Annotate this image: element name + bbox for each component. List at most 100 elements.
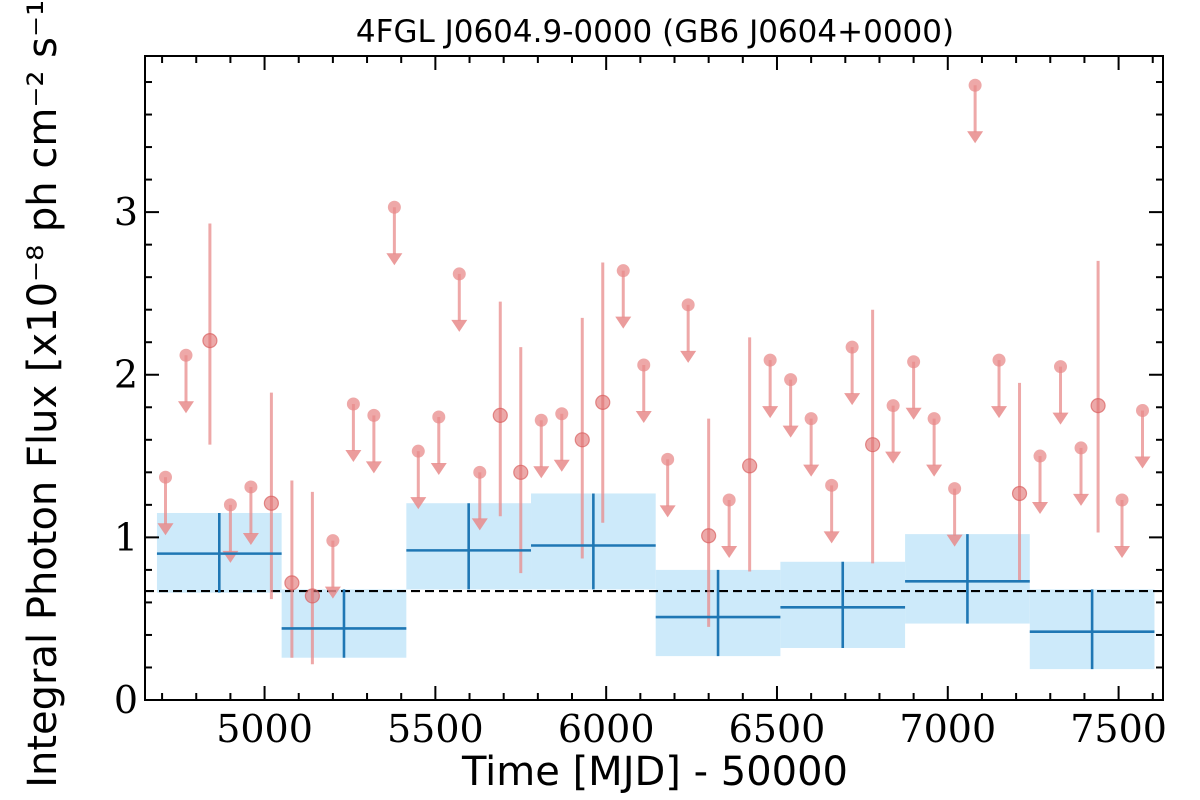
yearly-bin [655, 569, 781, 657]
yearly-bin [406, 503, 532, 590]
upper-limit-point [452, 267, 466, 281]
x-tick-label: 5500 [387, 707, 484, 751]
upper-limit-point [1054, 360, 1068, 374]
x-tick-label: 5000 [216, 707, 313, 751]
upper-limit-point [1136, 404, 1150, 418]
monthly-upper-limit [345, 397, 362, 463]
monthly-upper-limit [659, 452, 676, 518]
upper-limit-arrow [386, 253, 403, 266]
monthly-upper-limit [533, 413, 550, 479]
upper-limit-point [1033, 449, 1047, 463]
upper-limit-arrow [991, 406, 1008, 419]
monthly-upper-limit [991, 353, 1008, 419]
upper-limit-point [411, 444, 425, 458]
monthly-upper-limit [844, 340, 861, 406]
monthly-upper-limit [967, 78, 984, 144]
monthly-upper-limit [324, 534, 341, 599]
monthly-upper-limit [1032, 449, 1049, 515]
monthly-point [1090, 398, 1106, 414]
upper-limit-arrow [157, 523, 174, 536]
monthly-upper-limit [905, 355, 922, 420]
monthly-point [1011, 485, 1028, 502]
monthly-upper-limit [946, 482, 963, 547]
monthly-upper-limit [410, 444, 427, 510]
monthly-point [742, 458, 758, 474]
upper-limit-point [179, 348, 193, 362]
upper-limit-point [968, 78, 982, 92]
upper-limit-arrow [905, 407, 922, 420]
monthly-detection [574, 317, 590, 559]
monthly-upper-limit [823, 478, 840, 544]
upper-limit-point [555, 407, 569, 421]
monthly-point [263, 495, 279, 511]
monthly-detection [513, 347, 529, 574]
upper-limit-arrow [1052, 412, 1069, 425]
monthly-detection [865, 309, 881, 564]
upper-limit-arrow [885, 451, 902, 464]
yearly-bin [1029, 589, 1155, 670]
monthly-detection [1011, 382, 1028, 582]
upper-limit-arrow [324, 586, 341, 599]
monthly-upper-limit [885, 399, 902, 464]
monthly-detection [202, 223, 218, 445]
upper-limit-arrow [1073, 493, 1090, 506]
monthly-detection [1090, 260, 1106, 533]
monthly-detection [742, 337, 758, 572]
upper-limit-point [681, 298, 695, 312]
upper-limit-point [886, 399, 900, 413]
upper-limit-arrow [553, 459, 570, 472]
upper-limit-point [845, 340, 859, 354]
monthly-upper-limit [926, 412, 943, 477]
monthly-point [595, 394, 611, 410]
y-tick-label: 2 [114, 353, 138, 397]
monthly-upper-limit [1052, 360, 1069, 425]
upper-limit-point [387, 200, 401, 214]
monthly-detection [492, 301, 508, 517]
monthly-upper-limit [430, 410, 447, 476]
upper-limit-point [1074, 441, 1088, 455]
upper-limit-arrow [1032, 502, 1049, 515]
monthly-upper-limit [615, 264, 632, 329]
upper-limit-point [223, 498, 237, 512]
x-axis-label: Time [MJD] - 50000 [461, 749, 848, 795]
monthly-point [701, 528, 717, 544]
upper-limit-point [432, 410, 446, 424]
yearly-bin [780, 561, 906, 648]
monthly-upper-limit [157, 470, 174, 536]
monthly-upper-limit [635, 358, 652, 423]
yearly-bin [531, 493, 656, 590]
upper-limit-point [367, 408, 381, 422]
upper-limit-point [616, 264, 630, 278]
monthly-upper-limit [721, 493, 738, 558]
yearly-bin [281, 589, 407, 658]
upper-limit-arrow [365, 461, 382, 474]
monthly-upper-limit [242, 480, 259, 545]
upper-limit-arrow [430, 463, 447, 476]
monthly-point [202, 332, 218, 349]
upper-limit-arrow [177, 401, 194, 414]
upper-limit-point [158, 470, 172, 484]
monthly-detection [263, 392, 279, 600]
upper-limit-arrow [635, 410, 652, 423]
monthly-upper-limit [177, 348, 194, 414]
upper-limit-point [473, 465, 487, 479]
upper-limit-point [927, 412, 941, 426]
y-axis-label: Integral Photon Flux [x10⁻⁸ ph cm⁻² s⁻¹] [20, 0, 66, 788]
upper-limit-arrow [721, 545, 738, 558]
upper-limit-arrow [762, 406, 779, 419]
monthly-point [574, 432, 590, 448]
upper-limit-point [992, 353, 1006, 367]
upper-limit-arrow [410, 497, 427, 510]
monthly-detection [701, 418, 717, 627]
upper-limit-arrow [680, 350, 697, 363]
upper-limit-arrow [1114, 545, 1131, 558]
axes-layer: 5000 5500 6000 6500 7000 7500 0 1 2 3 [114, 55, 1167, 751]
upper-limit-point [346, 397, 360, 411]
x-tick-label: 7000 [899, 707, 996, 751]
upper-limit-point [637, 358, 651, 372]
monthly-upper-limit [1134, 404, 1151, 469]
upper-limit-arrow [615, 316, 632, 329]
x-tick-label: 6500 [729, 707, 826, 751]
monthly-point [492, 407, 508, 424]
monthly-upper-limit [386, 200, 403, 266]
